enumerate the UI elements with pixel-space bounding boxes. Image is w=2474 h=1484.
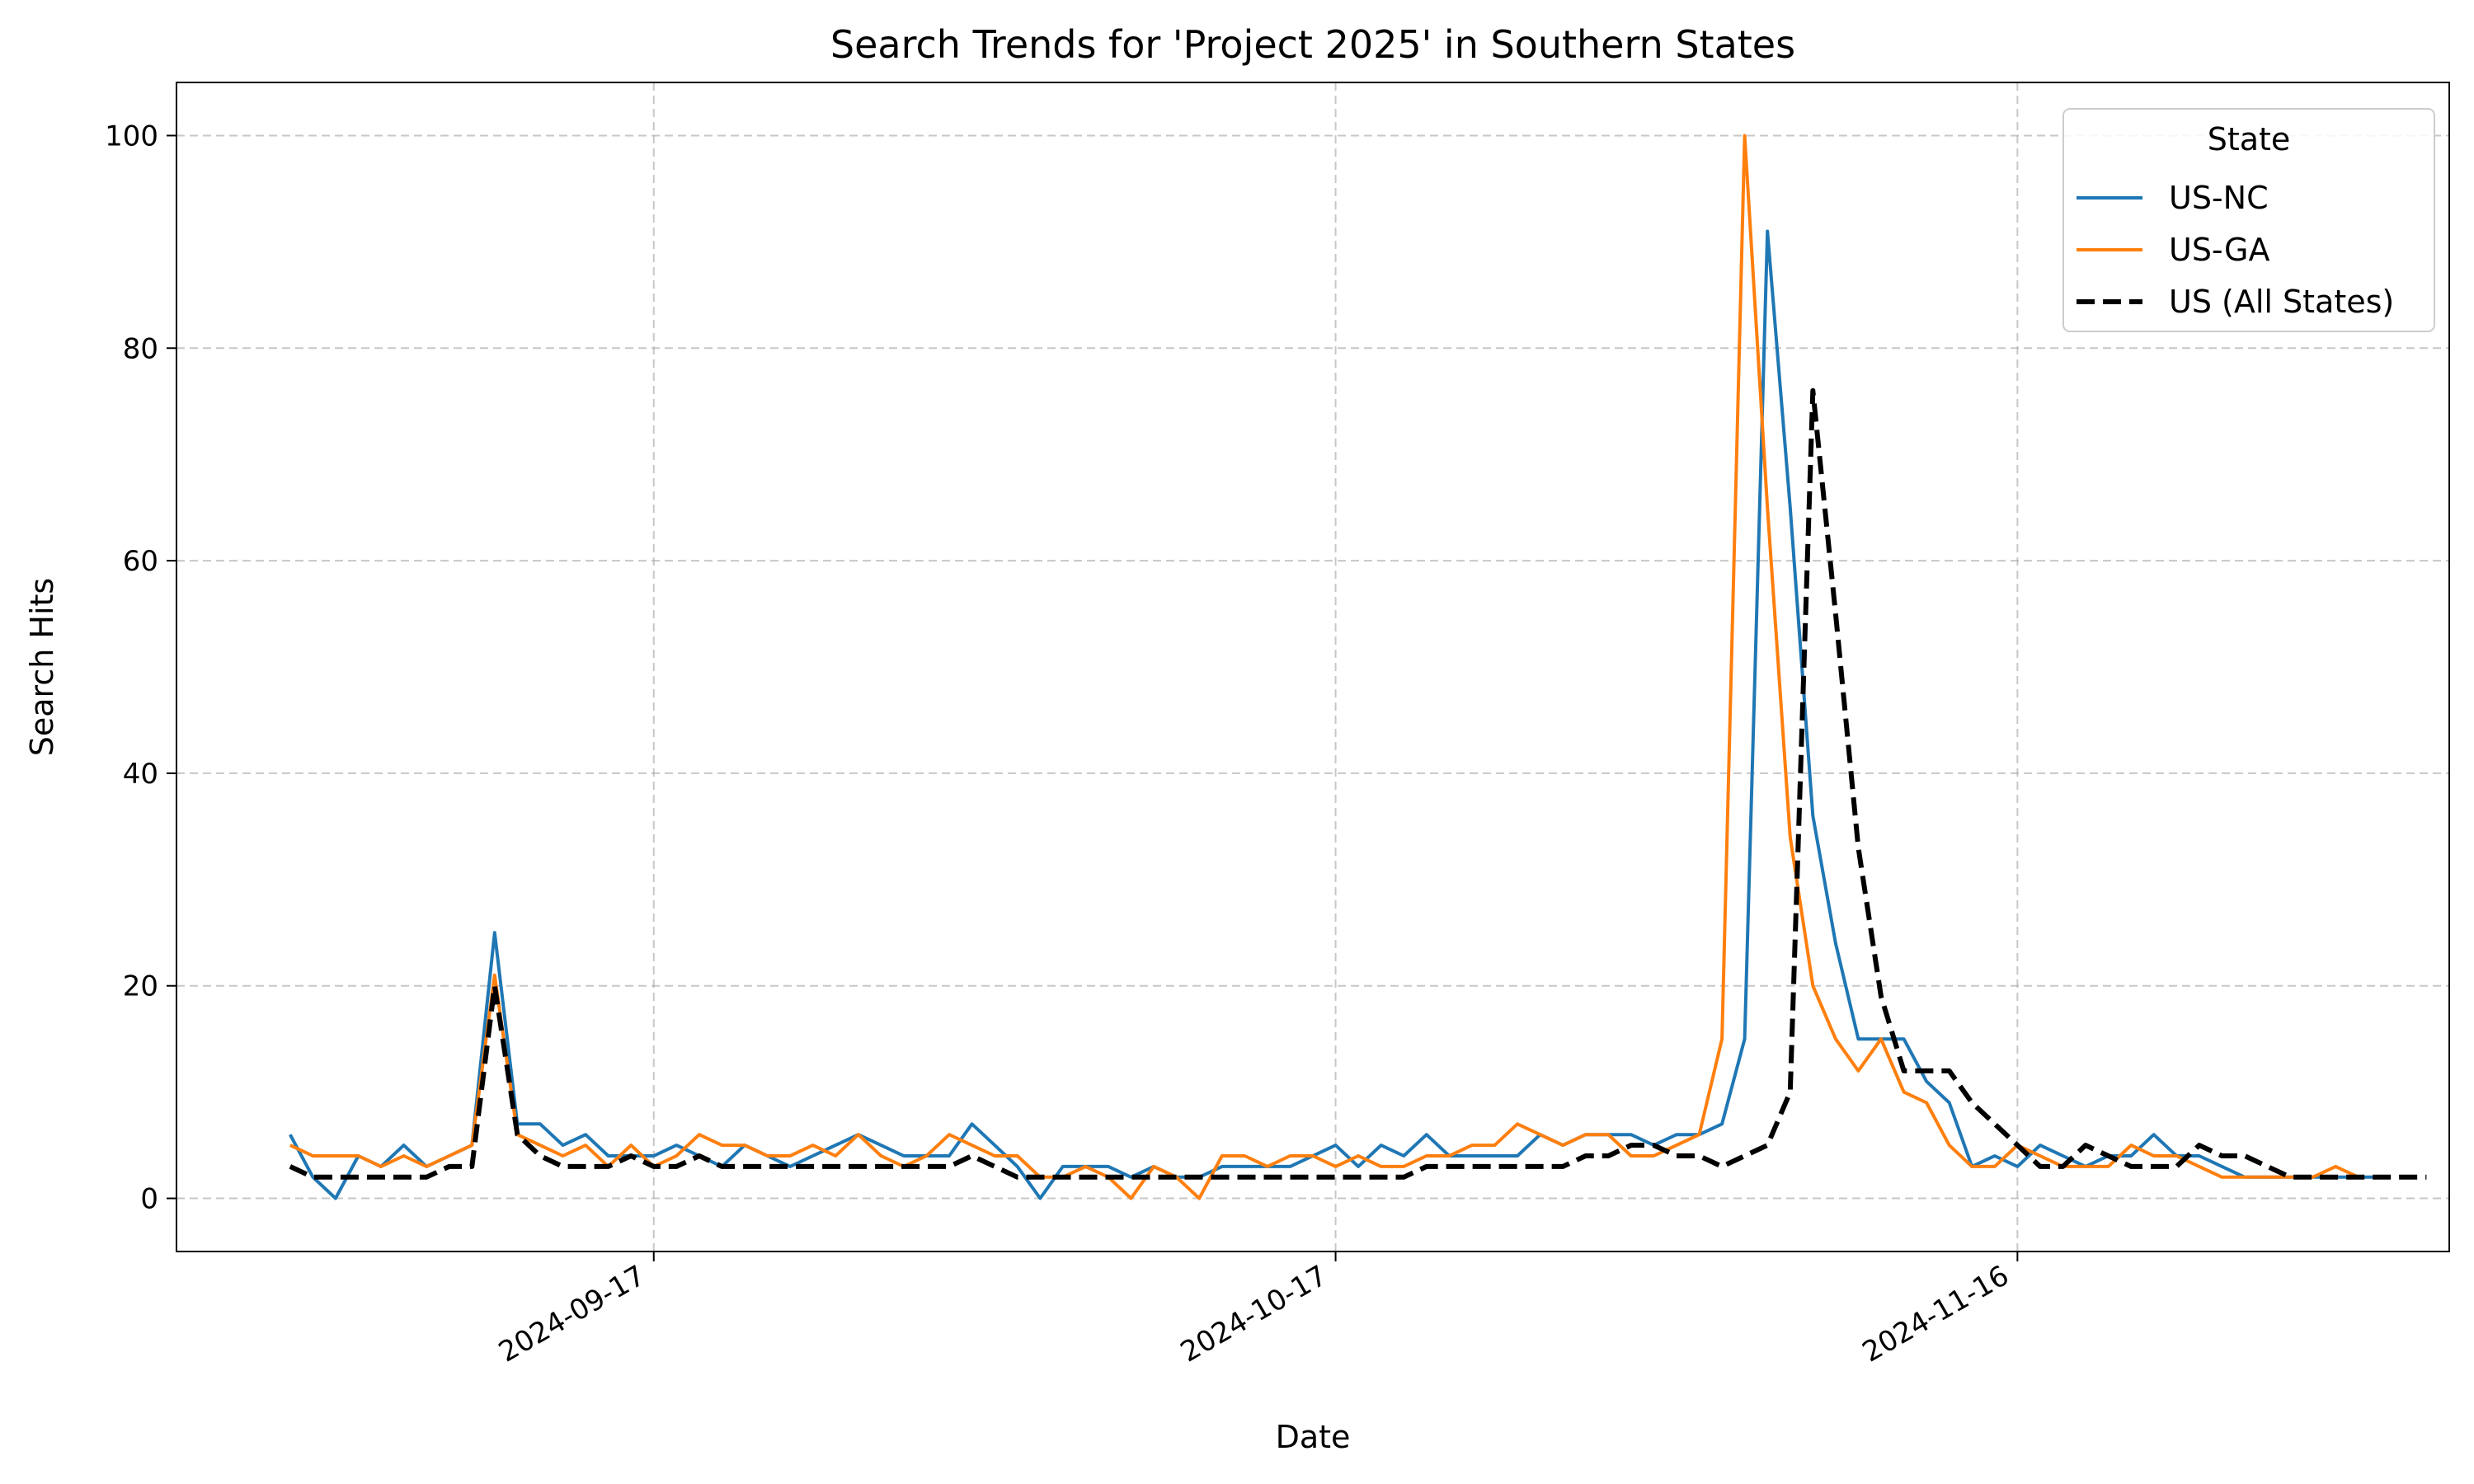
y-tick-label: 20 (123, 970, 158, 1003)
plot-frame (176, 82, 2450, 1252)
legend-label: US (All States) (2169, 284, 2394, 320)
legend-label: US-NC (2169, 180, 2269, 216)
y-tick-label: 60 (123, 545, 158, 578)
legend-title: State (2208, 121, 2291, 157)
legend-box (2062, 108, 2435, 332)
x-axis-title: Date (1276, 1419, 1351, 1455)
y-tick-label: 80 (123, 332, 158, 365)
legend: State US-NC US-GA US (All States) (2062, 108, 2435, 332)
chart-title: Search Trends for 'Project 2025' in Sout… (830, 22, 1795, 67)
y-tick-label: 100 (105, 120, 158, 153)
series-line-us-ga (289, 134, 2359, 1200)
y-axis-title: Search Hits (24, 578, 60, 756)
y-tick-label: 40 (123, 758, 158, 791)
series-layer (289, 134, 2427, 1200)
y-tick-label: 0 (140, 1183, 158, 1216)
grid-lines (176, 82, 2449, 1252)
legend-label: US-GA (2169, 232, 2269, 268)
series-line-us-all-states (289, 387, 2427, 1180)
